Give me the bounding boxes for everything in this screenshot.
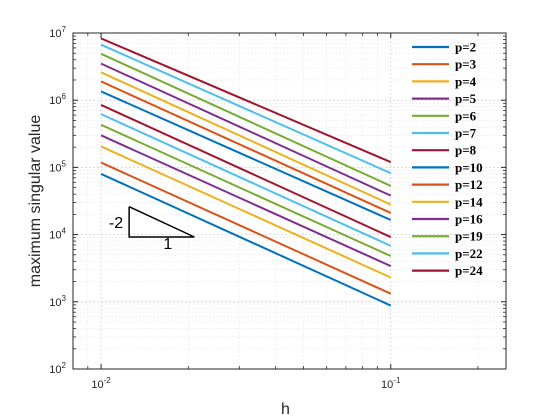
y-tick-label: 105	[49, 159, 66, 174]
x-tick-label: 10-2	[91, 376, 111, 391]
y-tick-label: 106	[49, 92, 66, 107]
legend-label: p=19	[455, 229, 483, 244]
y-axis-label: maximum singular value	[27, 115, 44, 288]
legend-label: p=10	[455, 160, 483, 175]
series-line-p-7	[100, 113, 392, 247]
series-line-p-5	[100, 134, 392, 267]
legend-label: p=4	[455, 74, 477, 89]
legend-label: p=14	[455, 194, 483, 209]
series-line-p-24	[100, 37, 392, 163]
x-axis-label: h	[281, 401, 290, 418]
legend-label: p=5	[455, 91, 477, 106]
y-tick-label: 103	[49, 294, 66, 309]
legend-label: p=16	[455, 212, 483, 227]
y-tick-label: 102	[49, 361, 66, 376]
legend-label: p=7	[455, 126, 477, 141]
series-line-p-22	[100, 43, 392, 175]
y-tick-label: 104	[49, 227, 66, 242]
slope-triangle: -2 1	[109, 206, 195, 253]
legend-label: p=24	[455, 263, 483, 278]
slope-run-label: 1	[163, 236, 172, 253]
plot-frame	[72, 32, 507, 370]
series-layer	[100, 37, 392, 307]
series-line-p-3	[100, 161, 392, 295]
x-tick-label: 10-1	[381, 376, 401, 391]
legend-label: p=22	[455, 246, 483, 261]
series-line-p-14	[100, 71, 392, 206]
minor-grid	[73, 33, 506, 369]
series-line-p-19	[100, 52, 392, 187]
legend-label: p=2	[455, 40, 476, 55]
legend-label: p=3	[455, 57, 477, 72]
series-line-p-4	[100, 145, 392, 279]
legend-label: p=6	[455, 108, 477, 123]
slope-rise-label: -2	[109, 215, 123, 232]
slope-triangle-shape	[128, 206, 195, 238]
series-line-p-2	[100, 172, 392, 307]
series-line-p-8	[100, 104, 392, 238]
y-tick-label: 107	[49, 25, 66, 40]
legend-label: p=8	[455, 143, 477, 158]
series-line-p-6	[100, 123, 392, 257]
series-line-p-10	[100, 90, 392, 221]
legend-label: p=12	[455, 177, 483, 192]
series-line-p-12	[100, 80, 392, 214]
series-line-p-16	[100, 62, 392, 197]
legend: p=2 p=3 p=4 p=5 p=6 p=7 p=8 p=10 p=12 p=14 p=16 p=1…	[412, 40, 483, 278]
